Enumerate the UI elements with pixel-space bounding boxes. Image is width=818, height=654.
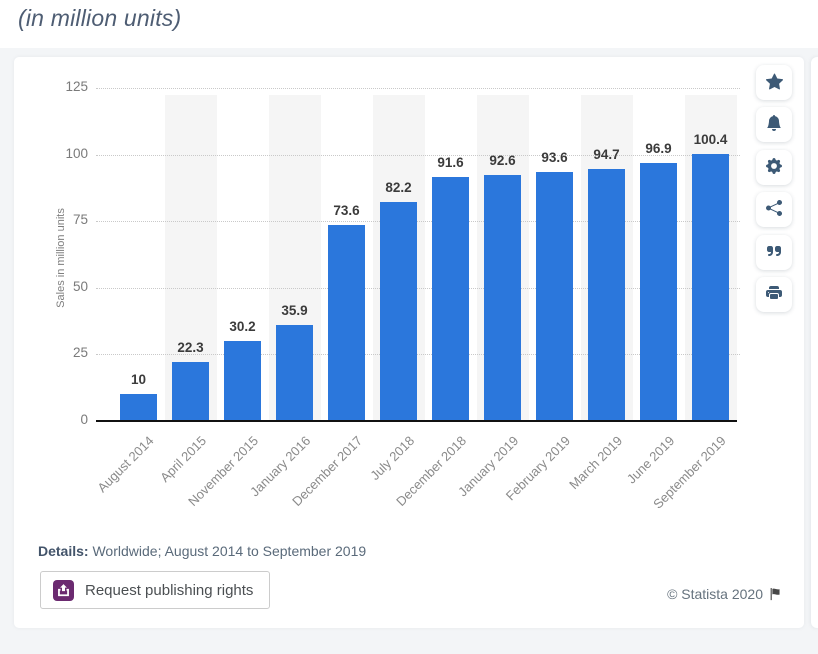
y-tick-label: 50 (72, 278, 88, 294)
x-axis-label: August 2014 (94, 433, 158, 496)
x-axis-label: July 2018 (367, 433, 418, 483)
gridline-75 (96, 221, 740, 223)
bar-january-2019[interactable] (484, 174, 521, 421)
details-line: Details: Worldwide; August 2014 to Septe… (38, 543, 366, 559)
bar-september-2019[interactable] (692, 153, 729, 421)
bar-value-label: 82.2 (385, 180, 412, 196)
copyright-text: © Statista 2020 (667, 586, 763, 602)
bar-march-2019[interactable] (588, 169, 625, 421)
y-tick-label: 125 (65, 79, 88, 95)
bar-august-2014[interactable] (120, 394, 157, 421)
gridline-125 (96, 88, 740, 90)
gridline-50 (96, 287, 740, 289)
bar-value-label: 10 (130, 372, 147, 388)
bar-july-2018[interactable] (380, 202, 417, 421)
settings-button[interactable] (756, 150, 792, 185)
bell-icon (766, 114, 782, 134)
bar-january-2016[interactable] (276, 325, 313, 421)
request-publishing-rights-button[interactable]: Request publishing rights (40, 571, 271, 609)
quote-icon (766, 243, 782, 262)
notifications-button[interactable] (756, 107, 792, 142)
print-icon (766, 285, 782, 304)
bar-december-2017[interactable] (328, 225, 365, 421)
bar-value-label: 22.3 (177, 339, 204, 355)
copyright-line: © Statista 2020 (667, 586, 782, 602)
gridline-25 (96, 354, 740, 356)
bar-february-2019[interactable] (536, 171, 573, 421)
gridline-100 (96, 154, 740, 156)
bar-value-label: 100.4 (693, 131, 728, 147)
bar-december-2018[interactable] (432, 177, 469, 421)
share-button[interactable] (756, 192, 792, 227)
x-axis-line (96, 420, 737, 422)
cite-button[interactable] (756, 235, 792, 270)
y-tick-label: 0 (80, 412, 88, 427)
gear-icon (766, 158, 782, 177)
favorite-button[interactable] (756, 65, 792, 100)
bar-june-2019[interactable] (640, 163, 677, 421)
bar-value-label: 92.6 (489, 152, 516, 168)
print-button[interactable] (756, 277, 792, 312)
bar-november-2015[interactable] (224, 340, 261, 421)
x-axis-label: March 2019 (565, 433, 626, 493)
details-label: Details: (38, 543, 89, 559)
page-title: (in million units) (18, 5, 182, 31)
star-icon (765, 73, 783, 93)
publishing-rights-icon (53, 579, 74, 601)
bar-value-label: 96.9 (645, 141, 672, 157)
bar-value-label: 94.7 (593, 147, 620, 163)
x-axis-label: April 2015 (157, 433, 210, 486)
y-tick-label: 75 (72, 212, 88, 228)
share-icon (765, 199, 782, 219)
bar-april-2015[interactable] (172, 361, 209, 421)
x-axis-label: June 2019 (623, 433, 678, 487)
publish-button-label: Request publishing rights (85, 581, 254, 599)
bar-value-label: 93.6 (541, 149, 568, 165)
y-tick-label: 25 (72, 345, 88, 361)
details-text: Worldwide; August 2014 to September 2019 (92, 543, 367, 559)
bar-value-label: 30.2 (229, 318, 256, 334)
y-tick-label: 100 (65, 145, 88, 161)
bar-value-label: 91.6 (437, 155, 464, 171)
bar-value-label: 35.9 (281, 303, 308, 319)
bar-value-label: 73.6 (333, 203, 360, 219)
adjacent-card-edge (811, 57, 818, 628)
flag-icon (768, 587, 782, 601)
